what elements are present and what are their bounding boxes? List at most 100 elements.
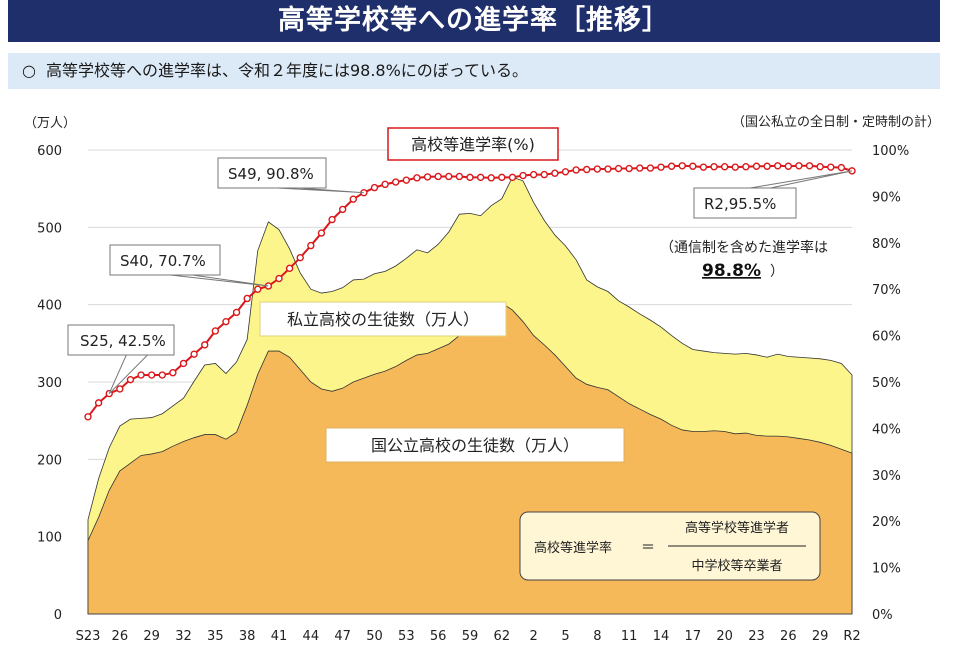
y-right-tick-label: 10%	[872, 562, 901, 577]
x-tick-label: 35	[207, 629, 224, 644]
callout-pointer	[750, 170, 853, 189]
callout-label: S49, 90.8%	[228, 165, 314, 183]
callout-label: S40, 70.7%	[120, 252, 206, 270]
y-right-tick-label: 0%	[872, 608, 893, 623]
callout-box	[109, 244, 221, 276]
x-tick-label: 14	[653, 629, 670, 644]
y-right-tick-label: 60%	[872, 330, 901, 345]
x-tick-label: 11	[621, 629, 638, 644]
rate-point	[413, 174, 421, 182]
rate-point	[572, 166, 580, 174]
x-tick-label: 56	[430, 629, 447, 644]
rate-point	[169, 369, 177, 377]
rate-point	[540, 170, 548, 179]
rate-point	[222, 317, 230, 326]
rate-point	[519, 171, 527, 180]
private-series-label: 私立高校の生徒数（万人）	[287, 310, 479, 329]
rate-point	[190, 350, 198, 358]
rate-point	[476, 173, 485, 182]
callout-pointer	[170, 274, 269, 287]
rate-point	[466, 173, 474, 182]
x-tick-label: 59	[462, 629, 479, 644]
rate-point	[667, 162, 676, 170]
callout-box	[693, 187, 797, 219]
rate-point	[116, 385, 124, 393]
rate-point	[434, 172, 442, 181]
public-series-label-box	[325, 427, 625, 463]
rate-point	[551, 169, 559, 177]
callout-label: S25, 42.5%	[80, 332, 166, 350]
private-series-label-box	[259, 301, 507, 337]
y-right-tick-label: 90%	[872, 190, 901, 205]
y-left-tick-label: 0	[54, 608, 62, 623]
y-right-tick-label: 50%	[872, 376, 901, 391]
x-tick-label: 2	[530, 629, 538, 644]
rate-point	[445, 172, 453, 181]
y-right-tick-label: 30%	[872, 469, 901, 484]
rate-point	[742, 163, 750, 171]
rate-point	[147, 371, 156, 379]
rate-point	[349, 195, 357, 203]
rate-point	[678, 162, 686, 170]
rate-point	[201, 341, 209, 349]
rate-point	[317, 229, 326, 237]
rate-point	[593, 165, 602, 173]
rate-point	[370, 183, 379, 192]
rate-point	[689, 162, 697, 170]
rate-point	[837, 163, 846, 172]
x-tick-label: 29	[812, 629, 829, 644]
x-tick-label: 29	[143, 629, 160, 644]
rate-point	[720, 163, 729, 171]
y-right-tick-label: 70%	[872, 283, 901, 298]
y-right-tick-label: 80%	[872, 237, 901, 252]
rate-point	[657, 163, 665, 171]
y-right-note-label: （国公私立の全日制・定時制の計）	[732, 114, 940, 130]
x-tick-label: 23	[748, 629, 765, 644]
rate-point	[126, 375, 135, 384]
x-tick-label: 53	[398, 629, 415, 644]
rate-point	[625, 164, 633, 173]
rate-point	[254, 285, 262, 293]
callout-label: R2,95.5%	[704, 195, 776, 213]
rate-point	[328, 215, 336, 224]
rate-point	[307, 241, 315, 250]
x-tick-label: 8	[593, 629, 601, 644]
rate-point	[455, 172, 464, 181]
rate-point	[636, 164, 644, 172]
rate-series-label: 高校等進学率(%)	[411, 135, 535, 154]
rate-point	[392, 178, 400, 186]
x-tick-label: 26	[112, 629, 129, 644]
rate-point	[561, 168, 570, 176]
rate-point	[784, 162, 793, 170]
rate-point	[816, 163, 824, 171]
y-left-tick-label: 300	[37, 376, 62, 391]
rate-series-label-box	[387, 127, 559, 161]
rate-point	[232, 308, 241, 317]
y-left-tick-label: 500	[37, 221, 62, 236]
rate-point	[827, 163, 835, 171]
rate-point	[752, 162, 761, 170]
rate-point	[795, 162, 803, 170]
x-tick-label: 17	[685, 629, 702, 644]
x-tick-label: 5	[561, 629, 569, 644]
rate-point	[614, 164, 623, 173]
rate-point	[243, 294, 251, 303]
y-left-tick-label: 600	[37, 144, 62, 159]
note-close: ）	[770, 264, 784, 280]
summary-text: 高等学校等への進学率は、令和２年度には98.8%にのぼっている。	[45, 61, 528, 80]
x-tick-label: 47	[334, 629, 351, 644]
x-tick-label: 50	[366, 629, 383, 644]
rate-point	[275, 274, 283, 283]
y-left-tick-label: 200	[37, 453, 62, 468]
page-title: 高等学校等への進学率［推移］	[8, 0, 940, 42]
public-series-label: 国公立高校の生徒数（万人）	[371, 436, 579, 455]
rate-point	[94, 399, 103, 407]
rate-point	[731, 163, 739, 171]
rate-point	[285, 264, 294, 273]
y-left-tick-label: 400	[37, 299, 62, 314]
rate-point	[296, 253, 304, 262]
summary-bullet-icon: ○	[22, 61, 36, 80]
rate-point	[498, 173, 506, 182]
y-right-tick-label: 40%	[872, 422, 901, 437]
